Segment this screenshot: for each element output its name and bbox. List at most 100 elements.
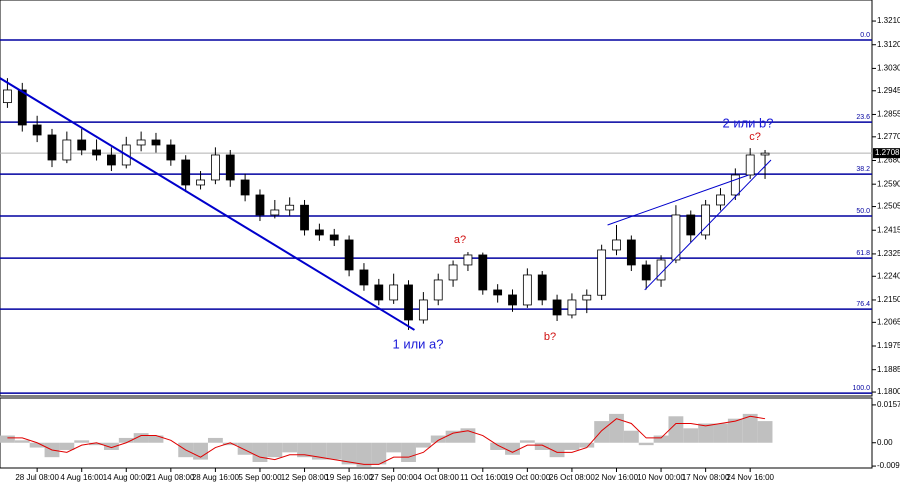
y-tick-label: 1.2240 — [877, 271, 900, 280]
histogram-bar — [282, 442, 298, 453]
trend-line — [644, 159, 772, 291]
trend-line — [607, 174, 749, 226]
histogram-bar — [579, 442, 595, 448]
candle-body — [522, 274, 532, 306]
y-tick-label: 1.1800 — [877, 387, 900, 396]
x-tick-label: 2 Nov 16:00 — [595, 473, 639, 482]
fib-label: 23.6 — [856, 114, 870, 121]
candle-body — [537, 274, 547, 301]
histogram-bar — [415, 442, 431, 448]
histogram-bar — [386, 442, 402, 453]
candle-body — [418, 299, 428, 321]
candle-body — [404, 284, 413, 321]
signal-line — [7, 415, 766, 465]
y-tick-label: 1.2150 — [877, 295, 900, 304]
histogram-bar — [564, 442, 580, 450]
histogram-bar — [148, 435, 164, 443]
histogram-bar — [207, 437, 223, 443]
histogram-bar — [0, 435, 15, 443]
y-tick-label: 0.00 — [877, 438, 893, 447]
histogram-bar — [445, 430, 461, 443]
wave-label: c? — [749, 131, 761, 143]
histogram-bar — [653, 435, 669, 443]
histogram-bar — [594, 421, 610, 443]
candle-body — [626, 239, 636, 266]
y-tick-label: -0.0097 — [877, 461, 900, 470]
trend-line — [0, 77, 415, 331]
last-price-tag — [873, 148, 900, 159]
candle-body — [196, 179, 205, 186]
histogram-bar — [118, 437, 134, 443]
main-panel — [0, 0, 873, 397]
histogram-bar — [623, 430, 639, 443]
candle-body — [478, 254, 488, 291]
fib-label: 61.8 — [856, 250, 870, 257]
candle-body — [166, 144, 176, 161]
candle-body — [641, 264, 651, 281]
histogram-bar — [133, 433, 149, 443]
last-price-label: 1.2708 — [875, 148, 900, 157]
candle-body — [329, 234, 339, 241]
candle-body — [344, 239, 354, 271]
histogram-bar — [89, 442, 104, 446]
candle-body — [181, 159, 191, 186]
histogram-bar — [430, 435, 446, 443]
histogram-bar — [401, 442, 416, 462]
candle-body — [92, 149, 101, 156]
candle-body — [225, 154, 235, 181]
candle-body — [671, 214, 681, 261]
candle-body — [612, 239, 621, 251]
histogram-bar — [59, 442, 75, 450]
histogram-bar — [505, 442, 520, 455]
fib-label: 50.0 — [856, 208, 870, 215]
candle-body — [240, 179, 250, 196]
candle-body — [686, 214, 696, 236]
y-tick-label: 1.2065 — [877, 317, 900, 326]
candle-body — [567, 299, 577, 316]
wave-label: 1 или a? — [392, 336, 443, 351]
histogram-bar — [311, 442, 327, 460]
candle-body — [62, 139, 72, 161]
histogram-bar — [668, 416, 684, 443]
y-tick-label: 1.1885 — [877, 365, 900, 374]
histogram-bar — [222, 442, 238, 446]
histogram-bar — [490, 442, 506, 450]
y-tick-label: 1.2770 — [877, 132, 900, 141]
y-tick-label: 1.3210 — [877, 16, 900, 25]
x-tick-label: 4 Oct 08:00 — [418, 473, 460, 482]
candle-body — [17, 89, 27, 126]
histogram-bar — [683, 428, 699, 443]
candle-body — [314, 229, 324, 236]
candle-body — [211, 154, 220, 181]
y-tick-label: 1.3030 — [877, 64, 900, 73]
y-tick-label: 1.2415 — [877, 225, 900, 234]
x-tick-label: 28 Aug 16:00 — [192, 473, 240, 482]
histogram-bar — [371, 442, 387, 465]
fib-label: 0.0 — [860, 32, 870, 39]
histogram-bar — [757, 421, 773, 443]
candle-body — [32, 124, 42, 136]
candle-body — [745, 154, 755, 176]
candle-body — [552, 299, 562, 316]
x-tick-label: 14 Aug 00:00 — [103, 473, 151, 482]
candle-body — [270, 209, 280, 216]
candle-body — [582, 294, 592, 301]
candle-body — [463, 254, 473, 266]
x-tick-label: 5 Sep 00:00 — [238, 473, 282, 482]
histogram-bar — [549, 442, 565, 458]
histogram-bar — [356, 442, 372, 467]
x-tick-label: 12 Sep 08:00 — [281, 473, 329, 482]
candle-body — [656, 259, 666, 281]
wave-label: 2 или b? — [722, 115, 773, 130]
candle-body — [77, 139, 87, 151]
y-tick-label: 1.2945 — [877, 86, 900, 95]
histogram-bar — [534, 442, 550, 450]
candle-body — [730, 174, 740, 196]
y-tick-label: 1.2505 — [877, 202, 900, 211]
candle-body — [597, 249, 607, 296]
y-tick-label: 1.2325 — [877, 249, 900, 258]
candle-body — [285, 204, 295, 211]
histogram-bar — [29, 442, 45, 448]
histogram-bar — [698, 423, 714, 443]
